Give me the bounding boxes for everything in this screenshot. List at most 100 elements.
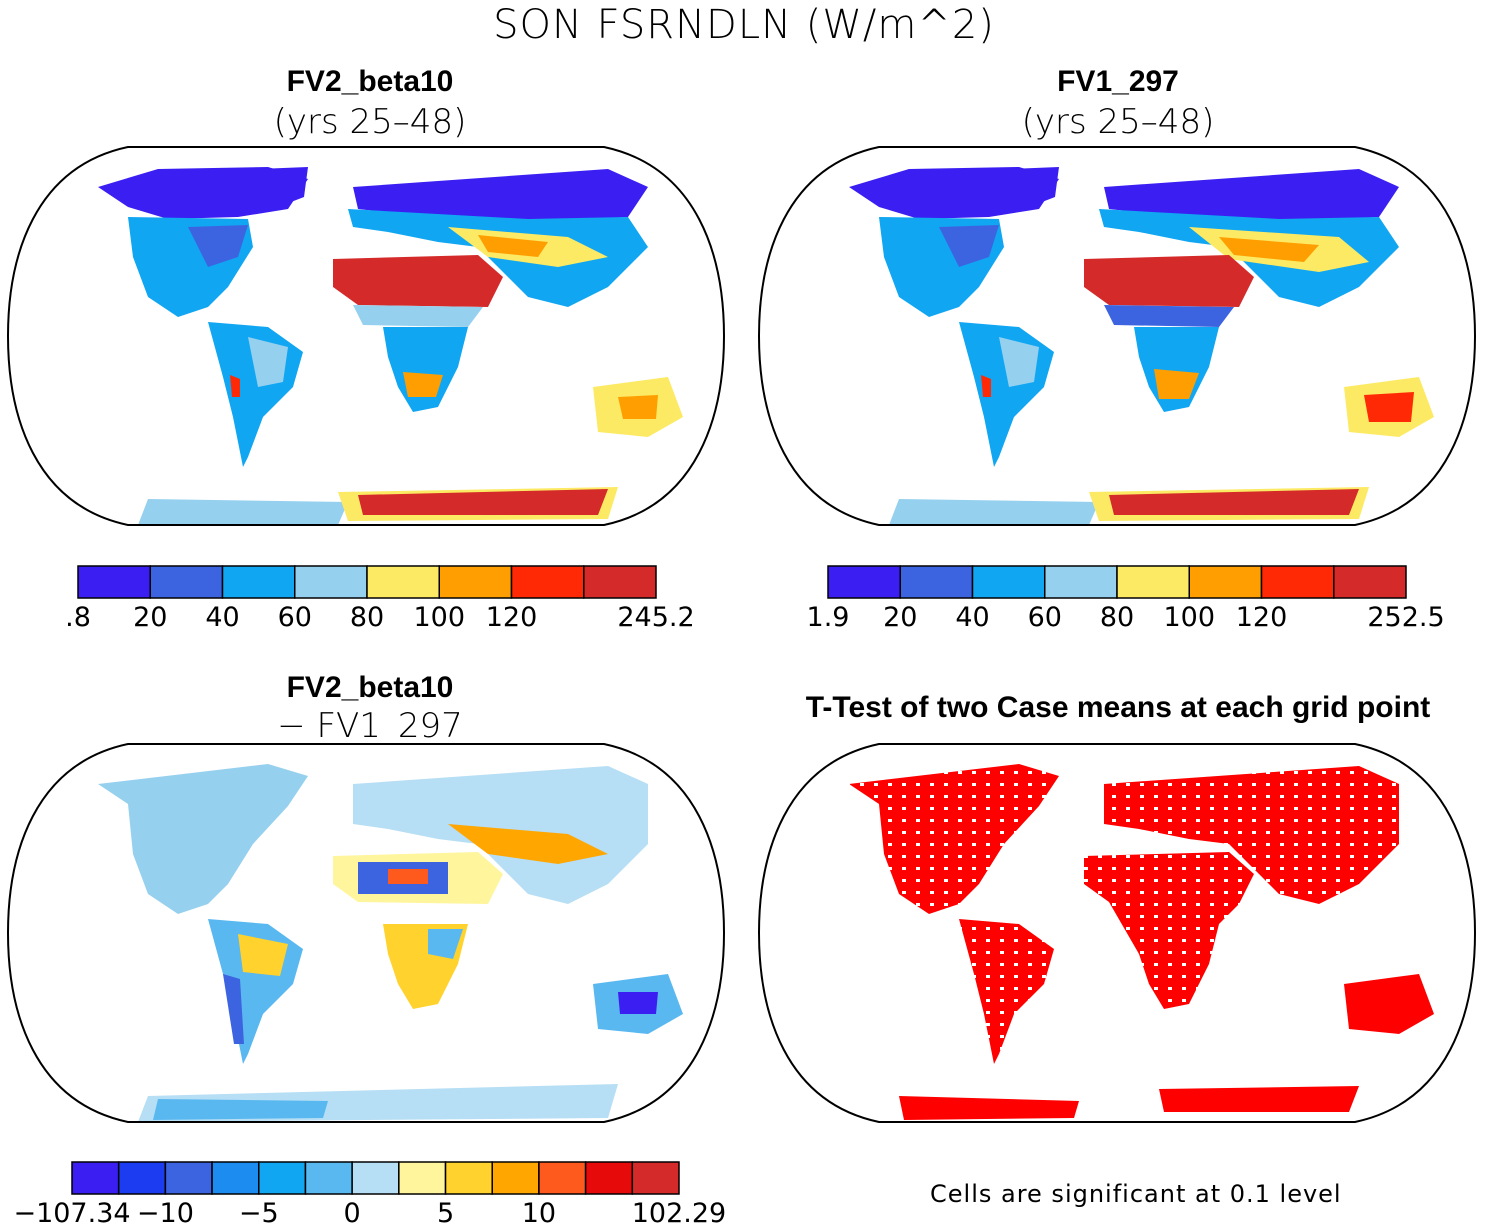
region-north-america-arctic [98, 167, 308, 219]
colorbar-swatch [971, 565, 1046, 599]
colorbar-swatch [149, 565, 224, 599]
region-kalahari [1154, 369, 1199, 399]
colorbar-swatch [366, 565, 440, 599]
colorbar-swatch [211, 1161, 260, 1195]
region-antarctica-west [889, 499, 1099, 525]
map-border [6, 146, 726, 526]
region-sahara-red [388, 869, 428, 884]
map-bottom-right [757, 743, 1477, 1123]
region-sahara [1084, 255, 1254, 307]
region-south-america-light [248, 337, 288, 387]
region-sahel [353, 305, 483, 327]
colorbar-swatch [584, 1161, 634, 1195]
region-central-asia-hot [478, 235, 548, 257]
colorbar-swatch [117, 1161, 167, 1195]
colorbar-swatch [221, 565, 296, 599]
region-north-america-arctic [849, 167, 1059, 219]
colorbar-tick-label: 20 [133, 602, 167, 633]
colorbar-top-right: 1.9 20 40 60 80 100 120 252.5 [807, 565, 1445, 633]
colorbar-swatch [1333, 565, 1407, 599]
region-antarctica-west [153, 1099, 328, 1120]
colorbar-swatch [1188, 565, 1263, 599]
region-north-america [849, 764, 1059, 914]
region-africa-east [428, 929, 463, 959]
colorbar-swatch [258, 1161, 307, 1195]
region-north-america-east [939, 225, 999, 267]
map-top-right [757, 146, 1477, 526]
region-sahara [333, 255, 503, 307]
panel-subtitle-top-left: (yrs 25–48) [273, 102, 467, 142]
colorbar-tick-label: 60 [278, 602, 312, 633]
region-antarctica-plateau [1109, 489, 1359, 515]
panel-title-top-left: FV2_beta10 [286, 65, 454, 98]
colorbar-tick-label: −5 [239, 1198, 279, 1227]
region-andes [981, 375, 991, 397]
colorbar-swatch [438, 565, 513, 599]
colorbar-swatch [444, 1161, 493, 1195]
colorbar-swatch [304, 1161, 353, 1195]
map-border [6, 743, 726, 1123]
colorbar-tick-label: −107.34 [13, 1198, 130, 1227]
panel-title-bottom-left: FV2_beta10 [286, 671, 454, 704]
region-greenland [258, 167, 308, 207]
colorbar-swatch [164, 1161, 213, 1195]
region-eurasia [1104, 766, 1399, 904]
colorbar-tick-label: 80 [1100, 602, 1134, 633]
region-andes [223, 974, 244, 1044]
colorbar-swatch [1044, 565, 1118, 599]
colorbar-tick-label: 10 [522, 1198, 556, 1227]
colorbar-tick-label: 20 [883, 602, 917, 633]
region-sahel [1104, 305, 1234, 327]
map-border [757, 146, 1477, 526]
colorbar-swatch [398, 1161, 447, 1195]
map-border [757, 743, 1477, 1123]
region-antarctica-east [1159, 1086, 1359, 1112]
colorbar-swatch [583, 565, 657, 599]
region-africa [1084, 852, 1254, 1009]
colorbar-swatch [71, 1161, 120, 1195]
colorbar-swatch [1116, 565, 1190, 599]
region-south-america [959, 919, 1054, 1064]
colorbar-swatch [510, 565, 585, 599]
region-africa-south [383, 327, 468, 412]
region-north-america [98, 764, 308, 914]
region-antarctica-west [899, 1096, 1079, 1120]
region-north-america-east [188, 225, 248, 267]
colorbar-swatch [294, 565, 368, 599]
region-antarctica-plateau [358, 489, 608, 515]
panel-subtitle-top-right: (yrs 25–48) [1021, 102, 1215, 142]
colorbar-tick-label: 102.29 [632, 1198, 726, 1227]
colorbar-tick-label: 5 [437, 1198, 454, 1227]
panel-title-top-right: FV1_297 [1057, 65, 1179, 98]
significance-note: Cells are significant at 0.1 level [930, 1180, 1342, 1208]
colorbar-tick-label: 40 [205, 602, 239, 633]
colorbar-tick-label: 120 [486, 602, 538, 633]
map-bottom-left [6, 743, 726, 1123]
region-central-asia-hot [1219, 237, 1319, 262]
region-central-asia [448, 824, 608, 864]
region-australia-core [1364, 392, 1414, 422]
colorbar-swatch [491, 1161, 540, 1195]
colorbar-tick-label: 1.9 [807, 602, 850, 633]
panel-title-bottom-right: T-Test of two Case means at each grid po… [805, 691, 1431, 724]
region-australia-core [618, 992, 658, 1014]
colorbar-tick-label: 100 [413, 602, 465, 633]
colorbar-tick-label: 80 [350, 602, 384, 633]
region-antarctica-west [138, 499, 348, 525]
colorbar-tick-label: 60 [1028, 602, 1062, 633]
colorbar-bottom-left: −107.34 −10 −5 0 5 10 102.29 [13, 1161, 726, 1227]
colorbar-tick-label: −10 [137, 1198, 194, 1227]
region-australia [1344, 974, 1434, 1034]
colorbar-swatch [77, 565, 151, 599]
colorbar-tick-label: .8 [65, 602, 91, 633]
region-eurasia-north [353, 169, 648, 222]
colorbar-tick-label: 252.5 [1367, 602, 1444, 633]
colorbar-tick-label: 0 [344, 1198, 361, 1227]
colorbar-tick-label: 40 [955, 602, 989, 633]
colorbar-swatch [351, 1161, 400, 1195]
colorbar-swatch [631, 1161, 680, 1195]
colorbar-swatch [827, 565, 901, 599]
region-amazon [238, 934, 288, 976]
region-australia-core [618, 395, 658, 419]
colorbar-swatch [899, 565, 974, 599]
